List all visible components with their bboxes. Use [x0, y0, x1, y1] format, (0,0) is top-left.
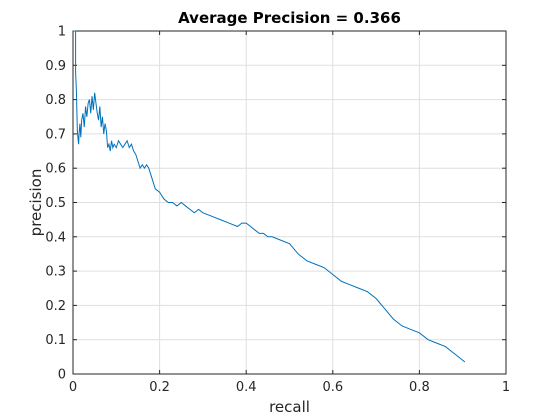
y-tick-label: 0.8	[45, 93, 66, 108]
y-tick-label: 1	[58, 25, 66, 40]
grid-lines	[72, 30, 507, 375]
x-tick-label: 0.2	[149, 380, 170, 395]
x-tick-label: 0.8	[409, 380, 430, 395]
y-tick-label: 0	[58, 368, 66, 383]
x-tick-label: 1	[502, 380, 510, 395]
y-tick-label: 0.3	[45, 265, 66, 280]
x-tick-label: 0	[69, 380, 77, 395]
x-axis-label: recall	[269, 398, 310, 416]
y-tick-labels: 0 0.1 0.2 0.3 0.4 0.5 0.6 0.7 0.8 0.9 1	[45, 25, 66, 383]
x-tick-labels: 0 0.2 0.4 0.6 0.8 1	[69, 380, 510, 395]
y-tick-label: 0.1	[45, 333, 66, 348]
y-axis-label: precision	[27, 169, 45, 237]
y-tick-label: 0.6	[45, 162, 66, 177]
chart-title: Average Precision = 0.366	[178, 9, 401, 27]
y-tick-label: 0.9	[45, 59, 66, 74]
x-tick-label: 0.4	[236, 380, 257, 395]
y-tick-label: 0.7	[45, 127, 66, 142]
tick-marks	[72, 30, 507, 375]
series-layer	[73, 30, 466, 363]
x-tick-label: 0.6	[322, 380, 343, 395]
y-tick-label: 0.5	[45, 196, 66, 211]
y-tick-label: 0.2	[45, 299, 66, 314]
precision-recall-curve	[73, 30, 466, 363]
y-tick-label: 0.4	[45, 230, 66, 245]
